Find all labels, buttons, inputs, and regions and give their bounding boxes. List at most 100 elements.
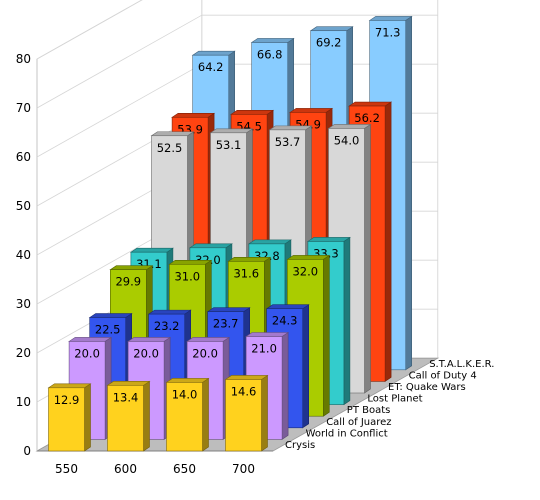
bar-top: [224, 375, 269, 380]
data-label: 23.2: [154, 319, 180, 333]
data-label: 31.0: [174, 269, 200, 283]
bar-side: [364, 123, 371, 394]
data-label: 23.7: [213, 317, 239, 331]
bar-top: [88, 313, 133, 318]
bar: 14.6: [224, 374, 269, 452]
bar: 14.0: [165, 377, 210, 452]
bar-top: [306, 237, 351, 242]
bar-side: [84, 383, 91, 452]
bar-top: [286, 255, 331, 260]
data-label: 20.0: [74, 346, 100, 360]
data-label: 13.4: [113, 390, 139, 404]
bar-top: [165, 378, 210, 383]
data-label: 29.9: [115, 275, 141, 289]
bar-top: [168, 259, 213, 265]
bar-top: [309, 26, 354, 32]
bar-top: [206, 307, 251, 312]
data-label: 12.9: [54, 393, 80, 407]
bar-top: [245, 332, 290, 337]
y-tick-label: 0: [23, 444, 31, 458]
data-label: 14.0: [172, 387, 198, 401]
data-label: 71.3: [375, 25, 401, 39]
bar-top: [150, 131, 195, 137]
data-label: 14.6: [231, 384, 257, 398]
data-label: 53.7: [275, 135, 301, 149]
data-label: 20.0: [192, 346, 218, 360]
bar-side: [384, 101, 392, 382]
series-label: Call of Juarez: [326, 417, 391, 428]
series-label: Lost Planet: [367, 394, 422, 405]
bar-side: [405, 15, 413, 371]
bar-front: [166, 382, 203, 452]
bar-front: [107, 385, 144, 452]
bar-top: [227, 257, 272, 262]
bar-top: [109, 265, 154, 270]
data-label: 54.0: [334, 133, 360, 147]
y-tick-label: 10: [16, 395, 31, 409]
bar-side: [143, 380, 150, 452]
data-label: 20.0: [133, 346, 159, 360]
bar-top: [188, 243, 233, 249]
bar-side: [302, 304, 310, 429]
bar-side: [261, 374, 268, 452]
x-axis-ticks: 550 600 650 700: [55, 462, 255, 476]
y-axis-ticks: 0 10 20 30 40 50 60 70 80: [16, 52, 31, 458]
bar-top: [129, 247, 174, 253]
bar-side: [322, 254, 330, 417]
series-label: PT Boats: [347, 405, 391, 416]
y-tick-label: 20: [16, 346, 31, 360]
data-label: 53.1: [216, 138, 242, 152]
bar-top: [250, 38, 295, 43]
bar: 12.9: [47, 383, 92, 452]
bar-top: [368, 16, 413, 21]
data-label: 31.6: [233, 266, 259, 280]
data-label: 24.3: [272, 314, 298, 328]
bar-top: [268, 125, 313, 131]
y-tick-label: 70: [16, 101, 31, 115]
data-label: 32.0: [292, 264, 318, 278]
x-tick-label: 550: [55, 462, 78, 476]
bar-side: [281, 331, 289, 440]
bar-top: [289, 108, 334, 113]
x-tick-label: 600: [114, 462, 137, 476]
grid-line: [36, 63, 202, 158]
bar-top: [68, 337, 113, 342]
series-label: World in Conflict: [306, 428, 388, 439]
data-label: 21.0: [251, 342, 277, 356]
series-label: S.T.A.L.K.E.R.: [429, 359, 494, 370]
bar-top: [327, 124, 372, 129]
data-label: 52.5: [157, 141, 183, 155]
bar-top: [209, 128, 254, 134]
bar-top: [247, 239, 292, 245]
bar-top: [171, 112, 216, 118]
bar-top: [348, 101, 393, 107]
series-label: ET: Quake Wars: [388, 382, 466, 393]
bar-top: [265, 304, 310, 310]
y-tick-label: 80: [16, 52, 31, 66]
bar-side: [202, 377, 209, 452]
data-label: 56.2: [354, 111, 380, 125]
y-tick-label: 30: [16, 297, 31, 311]
grid-line: [36, 14, 202, 109]
bar-top: [230, 110, 275, 115]
grid-line: [36, 0, 143, 60]
bar-side: [343, 236, 351, 406]
bar-top: [186, 337, 231, 342]
bar-top: [147, 309, 192, 315]
bar-top: [191, 50, 236, 56]
x-tick-label: 650: [173, 462, 196, 476]
bar-top: [127, 337, 172, 342]
bars: 64.266.869.271.353.9 54.5 54.9 56.252.5 53.1…: [47, 15, 413, 452]
y-tick-label: 50: [16, 199, 31, 213]
y-tick-label: 40: [16, 248, 31, 262]
data-label: 69.2: [316, 36, 342, 50]
data-label: 66.8: [257, 47, 283, 61]
data-label: 64.2: [198, 60, 224, 74]
bar-front: [48, 387, 85, 452]
series-label: Crysis: [285, 440, 315, 451]
x-tick-label: 700: [232, 462, 255, 476]
bar: 13.4: [106, 380, 151, 452]
bar-top: [47, 383, 92, 389]
